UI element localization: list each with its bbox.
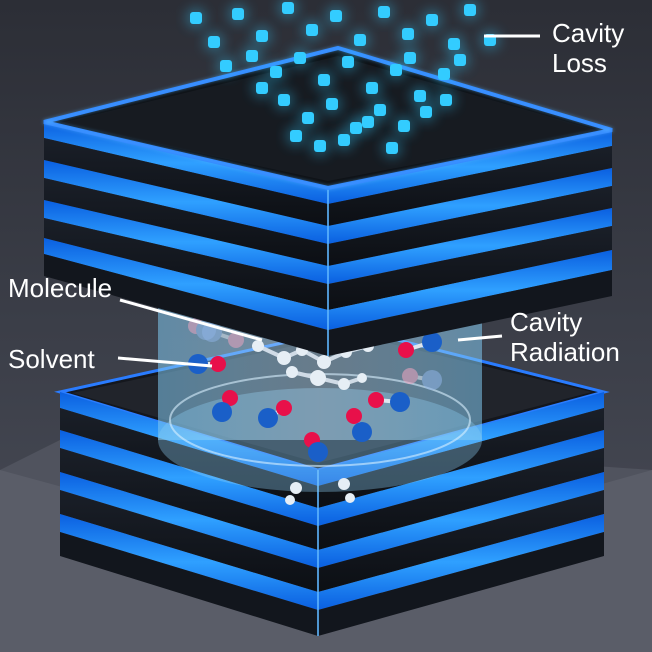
photon-icon (306, 24, 318, 36)
cavity-radiation-label: Cavity Radiation (510, 307, 620, 367)
molecule-label: Molecule (8, 273, 113, 303)
photon-icon (246, 50, 258, 62)
solvent-molecule-icon (212, 390, 238, 422)
cavity-loss-label-line1: Cavity (552, 18, 625, 48)
photon-icon (414, 90, 426, 102)
photon-icon (402, 28, 414, 40)
photon-icon (448, 38, 460, 50)
solvent-molecule-icon (346, 408, 372, 442)
photon-icon (282, 2, 294, 14)
upper-mirror-left-side (44, 122, 328, 356)
solvent-molecule-icon (304, 432, 328, 462)
photon-icon (374, 104, 386, 116)
photon-icon (420, 106, 432, 118)
photon-icon (366, 82, 378, 94)
photon-icon (220, 60, 232, 72)
molecule-leader (119, 298, 263, 342)
lower-mirror-left-side (60, 392, 318, 636)
cavity-loss-label-line2: Loss (552, 48, 607, 78)
cavity-loss-label: Cavity Loss (552, 18, 624, 78)
solvent-label: Solvent (8, 344, 95, 374)
photon-icon (342, 56, 354, 68)
cavity-radiation-label-line1: Cavity (510, 307, 583, 337)
upper-mirror-right-side (328, 130, 612, 356)
solvent-molecule-icon (368, 392, 410, 412)
photon-icon (318, 74, 330, 86)
photon-icon (454, 54, 466, 66)
photon-icon (270, 66, 282, 78)
photon-icon (278, 94, 290, 106)
photon-icon (256, 82, 268, 94)
photon-icon (362, 116, 374, 128)
photon-icon (398, 120, 410, 132)
photon-icon (386, 142, 398, 154)
photon-icon (438, 68, 450, 80)
photon-icon (464, 4, 476, 16)
photon-icon (208, 36, 220, 48)
lower-mirror (54, 326, 610, 636)
photon-icon (294, 52, 306, 64)
solvent-leader (117, 356, 213, 368)
lower-mirror-right-side (318, 392, 604, 636)
photon-icon (290, 130, 302, 142)
solvent-molecule-icon (258, 400, 292, 428)
photon-icon (330, 10, 342, 22)
photon-icon (354, 34, 366, 46)
photon-icon (426, 14, 438, 26)
photon-icon (390, 64, 402, 76)
photon-icon (326, 98, 338, 110)
photon-icon (190, 12, 202, 24)
photon-icon (338, 134, 350, 146)
solvent-molecule-icon (398, 332, 442, 358)
photon-icon (404, 52, 416, 64)
photon-icon (232, 8, 244, 20)
photon-icon (302, 112, 314, 124)
upper-mirror (43, 45, 613, 356)
photon-icon (314, 140, 326, 152)
photon-icon (256, 30, 268, 42)
solvent-molecule-icon (402, 368, 442, 390)
photon-icon (378, 6, 390, 18)
cavity-radiation-label-line2: Radiation (510, 337, 620, 367)
label-leader-lines (117, 34, 540, 368)
cavity-radiation-leader (457, 334, 503, 342)
photon-icon (440, 94, 452, 106)
